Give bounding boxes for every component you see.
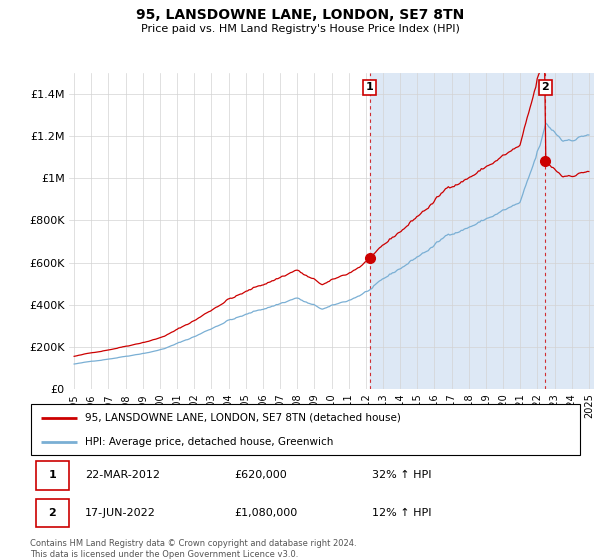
Text: 95, LANSDOWNE LANE, LONDON, SE7 8TN: 95, LANSDOWNE LANE, LONDON, SE7 8TN bbox=[136, 8, 464, 22]
Text: £620,000: £620,000 bbox=[234, 470, 287, 480]
Text: 32% ↑ HPI: 32% ↑ HPI bbox=[372, 470, 432, 480]
Text: 12% ↑ HPI: 12% ↑ HPI bbox=[372, 508, 432, 518]
Text: £1,080,000: £1,080,000 bbox=[234, 508, 298, 518]
Text: Price paid vs. HM Land Registry's House Price Index (HPI): Price paid vs. HM Land Registry's House … bbox=[140, 24, 460, 34]
FancyBboxPatch shape bbox=[31, 404, 580, 455]
Text: 95, LANSDOWNE LANE, LONDON, SE7 8TN (detached house): 95, LANSDOWNE LANE, LONDON, SE7 8TN (det… bbox=[85, 413, 401, 423]
Text: 22-MAR-2012: 22-MAR-2012 bbox=[85, 470, 160, 480]
Text: 1: 1 bbox=[48, 470, 56, 480]
Text: 1: 1 bbox=[366, 82, 373, 92]
FancyBboxPatch shape bbox=[35, 499, 68, 528]
Text: 17-JUN-2022: 17-JUN-2022 bbox=[85, 508, 156, 518]
Text: Contains HM Land Registry data © Crown copyright and database right 2024.
This d: Contains HM Land Registry data © Crown c… bbox=[30, 539, 356, 559]
Bar bbox=[370, 73, 594, 389]
Text: 2: 2 bbox=[541, 82, 549, 92]
Text: HPI: Average price, detached house, Greenwich: HPI: Average price, detached house, Gree… bbox=[85, 437, 334, 447]
FancyBboxPatch shape bbox=[35, 461, 68, 489]
Text: 2: 2 bbox=[48, 508, 56, 518]
